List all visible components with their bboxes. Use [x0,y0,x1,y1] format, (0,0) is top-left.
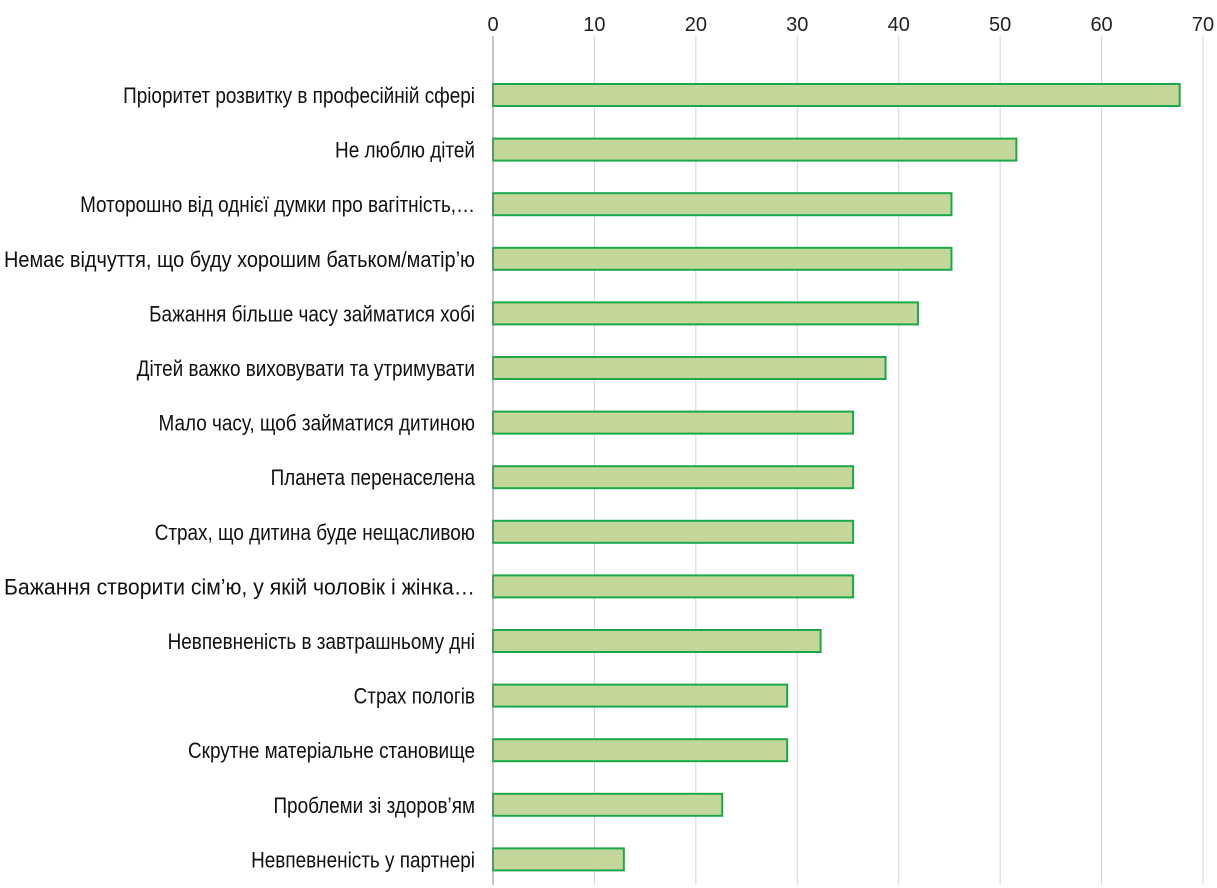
bar [492,246,953,271]
category-label: Бажання створити сім’ю, у якій чоловік і… [4,574,475,599]
x-tick-label: 60 [1090,14,1112,36]
bar [492,83,1181,107]
x-tick-label: 0 [487,14,498,36]
bar [492,683,789,708]
bars [492,83,1181,872]
bar [492,847,625,872]
category-label: Планета перенаселена [271,465,476,490]
category-label: Немає відчуття, що буду хорошим батьком/… [4,247,475,272]
category-label: Проблеми зі здоров’ям [273,793,475,818]
category-label: Невпевненість у партнері [251,847,475,872]
x-tick-label: 10 [583,14,605,36]
x-tick-label: 70 [1192,14,1214,36]
category-labels: Пріоритет розвитку в професійній сфері Не… [4,83,476,872]
category-label: Пріоритет розвитку в професійній сфері [123,83,475,108]
category-label: Не люблю дітей [335,138,475,163]
category-label: Мало часу, щоб займатися дитиною [158,411,475,436]
bar [492,629,822,653]
category-label: Невпевненість в завтрашньому дні [168,629,475,654]
category-label: Страх, що дитина буде нещасливою [155,520,475,545]
bar [492,137,1018,162]
bar [492,410,855,435]
category-label: Скрутне матеріальне становище [188,738,475,763]
x-tick-label: 30 [786,14,808,36]
bar [492,356,887,380]
bar [492,192,953,217]
x-tick-label: 50 [989,14,1011,36]
bar [492,519,855,544]
category-label: Дітей важко виховувати та утримувати [137,356,475,381]
gridlines [593,36,1204,885]
x-tick-label: 40 [888,14,910,36]
x-tick-label: 20 [685,14,707,36]
bar [492,465,855,490]
bar [492,792,724,817]
category-label: Бажання більше часу займатися хобі [149,301,475,326]
x-axis-ticks: 0 10 20 30 40 50 60 70 [487,14,1214,36]
bar [492,738,789,763]
category-label: Моторошно від однієї думки про вагітніст… [80,192,475,217]
category-label: Страх пологів [354,684,475,709]
bar [492,301,919,326]
bar [492,574,855,599]
